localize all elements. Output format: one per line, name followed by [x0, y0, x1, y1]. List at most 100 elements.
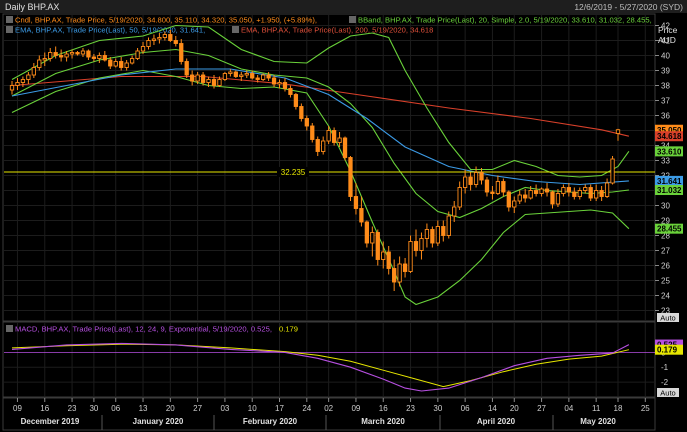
candle-body — [523, 194, 528, 199]
price-tick-label: 36 — [661, 112, 670, 121]
candle-body — [435, 226, 440, 244]
candlesticks — [9, 30, 621, 291]
candle-body — [555, 193, 561, 205]
signal-badge: 0.179 — [657, 346, 678, 355]
candle-body — [233, 71, 238, 77]
candle-body — [462, 176, 468, 188]
candle-body — [195, 74, 200, 82]
macd-grid — [4, 351, 655, 383]
candle-body — [9, 85, 15, 91]
level-label-bg — [277, 166, 309, 177]
auto-scale-button[interactable] — [657, 313, 679, 322]
date-tick-label: 23 — [68, 404, 77, 413]
candle-body — [239, 74, 244, 77]
chart-title: Daily BHP.AX — [5, 2, 59, 12]
candle-body — [381, 251, 386, 260]
candle-body — [299, 106, 304, 119]
date-tick-label: 18 — [614, 404, 623, 413]
candle-body — [604, 182, 610, 197]
candle-body — [157, 37, 162, 40]
candle-body — [217, 79, 222, 86]
macd-tick-label: -1 — [661, 363, 669, 372]
bb-lower-badge-bg — [655, 223, 683, 234]
auto-scale-label: Auto — [660, 314, 675, 323]
candle-body — [348, 157, 353, 197]
date-axis: 09 16 23 30 06 13 20 27 03 10 17 24 02 09 16 23 30 06 14 20… — [13, 398, 650, 430]
price-tick-label: 30 — [661, 202, 670, 211]
candle-body — [140, 46, 146, 52]
date-tick-label: 24 — [302, 404, 311, 413]
bb-upper-line — [11, 24, 630, 178]
indicator-lines — [11, 24, 630, 306]
candle-body — [119, 61, 124, 68]
candle-body — [173, 40, 178, 44]
price-tick-label: 37 — [661, 97, 670, 106]
candle-body — [397, 263, 402, 283]
macd-tick-label: -2 — [661, 378, 669, 387]
candle-body — [430, 229, 435, 244]
bb-mid-badge-bg — [655, 185, 683, 196]
candle-body — [610, 158, 615, 184]
legend-toggle-icon[interactable] — [6, 26, 13, 33]
header-bar — [0, 0, 687, 13]
x-axis-panel — [2, 397, 656, 431]
price-tick-label: 42 — [661, 22, 670, 31]
candle-body — [315, 139, 320, 152]
candle-body — [457, 187, 462, 208]
month-label: April 2020 — [477, 417, 516, 426]
price-axis-title: Price — [658, 25, 678, 35]
candle-body — [310, 125, 315, 140]
auto-scale-label-macd: Auto — [660, 389, 675, 398]
ema50-badge: 31.641 — [657, 177, 682, 186]
bb-upper-badge: 33.610 — [657, 147, 682, 156]
candle-body — [408, 241, 413, 272]
candle-body — [97, 55, 102, 59]
legend-toggle-icon[interactable] — [232, 26, 239, 33]
legend-candle: Cndl, BHP.AX, Trade Price, 5/19/2020, 34… — [15, 16, 317, 25]
date-tick-label: 20 — [510, 404, 519, 413]
candle-body — [370, 232, 375, 244]
date-tick-label: 30 — [433, 404, 442, 413]
month-label: March 2020 — [361, 417, 405, 426]
date-tick-label: 13 — [139, 404, 148, 413]
price-tick-label: 24 — [661, 292, 670, 301]
macd-lines — [11, 342, 630, 392]
price-tick-label: 29 — [661, 217, 670, 226]
legend-toggle-icon[interactable] — [349, 16, 356, 23]
candle-body — [599, 190, 604, 197]
price-tick-label: 38 — [661, 82, 670, 91]
candle-body — [48, 52, 53, 59]
date-tick-label: 16 — [379, 404, 388, 413]
bb-mid-badge: 31.032 — [657, 186, 682, 195]
candle-body — [86, 50, 91, 58]
ema200-badge: 34.618 — [657, 132, 682, 141]
price-tick-label: 23 — [661, 307, 670, 316]
price-legend: Cndl, BHP.AX, Trade Price, 5/19/2020, 34… — [6, 16, 652, 35]
level-label: 32.235 — [281, 168, 306, 177]
candle-body — [124, 62, 129, 68]
date-tick-label: 09 — [351, 404, 360, 413]
candle-body — [293, 94, 299, 107]
date-tick-label: 23 — [406, 404, 415, 413]
date-tick-label: 04 — [564, 404, 573, 413]
price-tick-label: 34 — [661, 142, 670, 151]
candle-body — [446, 215, 451, 236]
candle-body — [53, 52, 58, 56]
date-tick-label: 17 — [275, 404, 284, 413]
candle-body — [479, 172, 484, 181]
macd-line — [11, 342, 630, 392]
ema50-badge-bg — [655, 175, 683, 186]
candle-body — [211, 79, 217, 86]
candle-body — [544, 188, 550, 193]
candle-body — [20, 79, 26, 83]
candle-body — [577, 190, 582, 197]
candle-body — [135, 50, 140, 59]
auto-scale-button-macd[interactable] — [657, 388, 679, 397]
macd-axis: 0-1-20.5250.179 — [655, 339, 683, 387]
legend-toggle-icon[interactable] — [6, 325, 13, 332]
candle-body — [42, 58, 47, 61]
bb-upper-badge-bg — [655, 146, 683, 157]
date-tick-label: 16 — [40, 404, 49, 413]
legend-toggle-icon[interactable] — [6, 16, 13, 23]
